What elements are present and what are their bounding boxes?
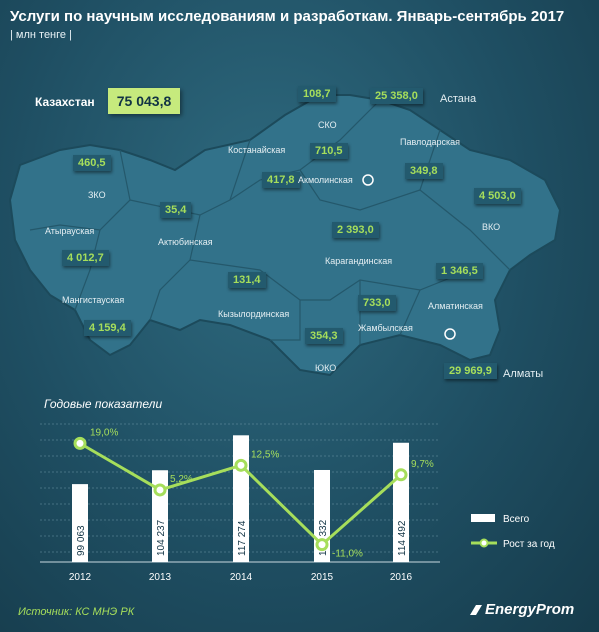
- region-name: Жамбылская: [358, 323, 413, 333]
- region-value: 2 393,0: [332, 222, 379, 238]
- x-tick-label: 2012: [69, 572, 92, 583]
- region-value: 354,3: [305, 328, 343, 344]
- growth-label: 9,7%: [411, 459, 434, 470]
- region-value: 349,8: [405, 163, 443, 179]
- region-name: СКО: [318, 120, 337, 130]
- legend-line-label: Рост за год: [503, 539, 555, 550]
- x-tick-label: 2014: [230, 572, 253, 583]
- region-value: 131,4: [228, 272, 266, 288]
- region-name: Павлодарская: [400, 137, 460, 147]
- bar-label: 104 332: [318, 519, 329, 556]
- region-value: 733,0: [358, 295, 396, 311]
- x-tick-label: 2013: [149, 572, 172, 583]
- total-label: Казахстан: [35, 95, 95, 109]
- region-value: 4 503,0: [474, 188, 521, 204]
- chart-title: Годовые показатели: [44, 397, 163, 411]
- region-name: ЮКО: [315, 363, 337, 373]
- region-name: Кызылординская: [218, 309, 290, 319]
- bar-label: 114 492: [397, 520, 408, 556]
- growth-point: [394, 468, 408, 482]
- region-value: 1 346,5: [436, 263, 483, 279]
- legend-line-marker: [479, 538, 489, 548]
- growth-point: [73, 436, 87, 450]
- total-value: 75 043,8: [108, 88, 180, 114]
- region-name: Карагандинская: [325, 256, 393, 266]
- region-value: 460,5: [73, 155, 111, 171]
- growth-label: 5,2%: [170, 474, 193, 485]
- bar-label: 99 063: [76, 525, 87, 556]
- legend-bar-swatch: [471, 514, 495, 522]
- bar: [72, 484, 88, 562]
- growth-point: [234, 458, 248, 472]
- growth-label: 12,5%: [251, 449, 279, 460]
- bar-label: 117 274: [237, 520, 248, 556]
- region-name: Алматинская: [428, 301, 483, 311]
- region-name: Актюбинская: [158, 237, 213, 247]
- page-title: Услуги по научным исследованиям и разраб…: [10, 8, 565, 25]
- region-name: ВКО: [482, 222, 501, 232]
- region-name: Акмолинская: [298, 175, 353, 185]
- region-value: 4 159,4: [84, 320, 131, 336]
- legend-bar-label: Всего: [503, 514, 530, 525]
- source-note: Источник: КС МНЭ РК: [18, 606, 135, 618]
- growth-point: [153, 483, 167, 497]
- region-value: 29 969,9: [444, 363, 497, 379]
- x-tick-label: 2015: [311, 572, 334, 583]
- growth-label: 19,0%: [90, 427, 118, 438]
- bar-label: 104 237: [156, 519, 167, 556]
- region-borders: [29, 99, 511, 345]
- brand-logo: EnergyProm: [485, 601, 575, 618]
- region-name: Атырауская: [45, 226, 95, 236]
- astana-marker: [362, 174, 374, 186]
- region-value: 108,7: [298, 86, 336, 102]
- region-value: 4 012,7: [62, 250, 109, 266]
- unit-label: | млн тенге |: [10, 29, 72, 41]
- region-value: 25 358,0: [370, 88, 423, 104]
- region-name: Алматы: [503, 368, 544, 380]
- region-name: ЗКО: [88, 190, 106, 200]
- growth-point: [315, 538, 329, 552]
- region-value: 710,5: [310, 143, 348, 159]
- growth-label: -11,0%: [332, 549, 363, 560]
- region-name: Костанайская: [228, 145, 286, 155]
- region-name: Астана: [440, 93, 477, 105]
- region-name: Мангистауская: [62, 295, 125, 305]
- region-value: 35,4: [160, 202, 192, 218]
- almaty-marker: [444, 328, 456, 340]
- energyprom-logo-icon: [470, 605, 482, 615]
- region-value: 417,8: [262, 172, 300, 188]
- x-tick-label: 2016: [390, 572, 413, 583]
